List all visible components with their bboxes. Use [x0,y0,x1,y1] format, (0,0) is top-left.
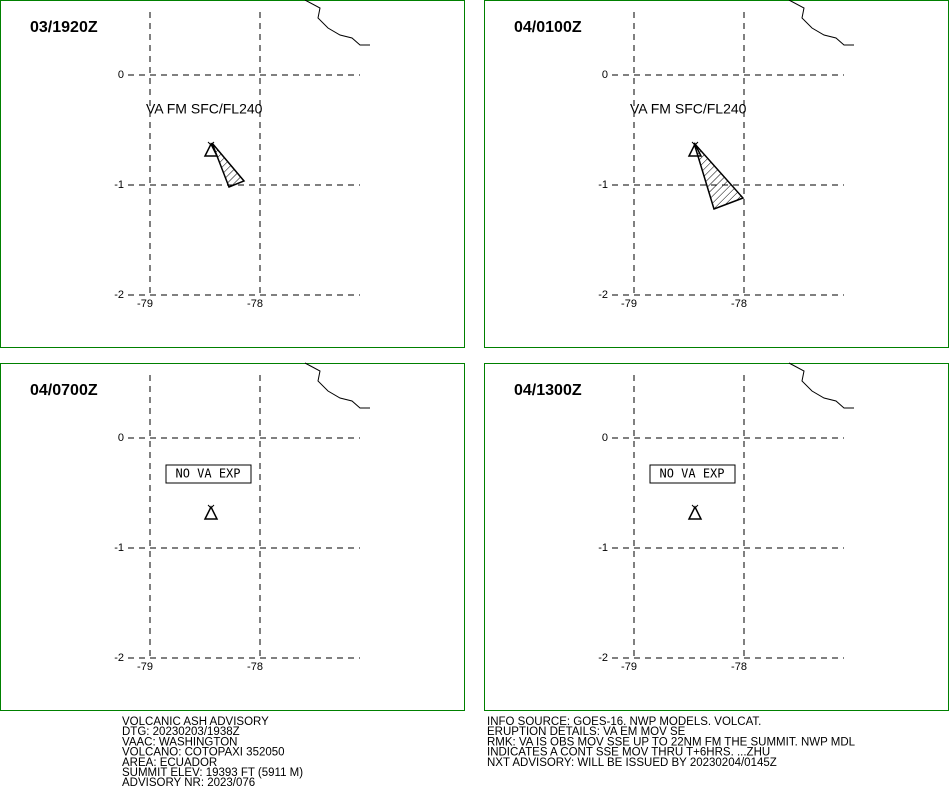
ash-label: VA FM SFC/FL240 [146,101,263,117]
advisory-line: VOLCANO: COTOPAXI 352050 [122,747,285,759]
advisory-line: DTG: 20230203/1938Z [122,726,240,738]
lon-label: -78 [247,298,263,310]
panel-border [484,363,949,711]
coastline [304,0,370,46]
panel-time: 04/1300Z [514,382,582,399]
advisory-line: INDICATES A CONT SSE MOV THRU T+6HRS. ..… [487,747,770,759]
panel-time: 04/0700Z [30,382,98,399]
volcano-plume [207,504,215,509]
volcano-plume [691,504,699,509]
lat-label: -1 [598,179,608,191]
advisory-line: SUMMIT ELEV: 19393 FT (5911 M) [122,767,303,779]
coastline [788,0,854,46]
ash-area [693,142,745,210]
lat-label: -2 [114,652,124,664]
lat-label: -2 [114,289,124,301]
lat-label: 0 [118,432,124,444]
no-ash-label: NO VA EXP [659,467,724,481]
ash-label: VA FM SFC/FL240 [630,101,747,117]
lon-label: -79 [137,661,153,673]
volcano-plume [207,141,215,146]
volcano-symbol [687,142,703,157]
panel-time: 03/1920Z [30,19,98,36]
lon-label: -79 [621,661,637,673]
lon-label: -78 [731,298,747,310]
lat-label: -1 [114,542,124,554]
volcano-symbol [203,142,219,157]
volcano-symbol [687,505,703,520]
lat-label: -2 [598,652,608,664]
coastline [304,362,370,409]
map-panel: 0 -1 -2 -79 -78 04/0100Z VA FM SFC/FL240 [484,0,949,348]
advisory-line: ERUPTION DETAILS: VA EM MOV SE [487,726,686,738]
panel-border [0,363,465,711]
no-ash-label: NO VA EXP [175,467,240,481]
lat-label: -2 [598,289,608,301]
lon-label: -79 [137,298,153,310]
label-box [165,464,252,484]
lat-label: -1 [114,179,124,191]
advisory-line: AREA: ECUADOR [122,757,217,769]
lon-label: -79 [621,298,637,310]
map-panel: 0 -1 -2 -79 -78 04/1300Z NO VA EXP [484,362,949,711]
panel-border [0,0,465,348]
lat-label: 0 [118,69,124,81]
lat-label: 0 [602,69,608,81]
map-panel: 0 -1 -2 -79 -78 03/1920Z VA FM SFC/FL240 [0,0,465,348]
map-panel: 0 -1 -2 -79 -78 04/0700Z NO VA EXP [0,362,465,711]
advisory-line: NXT ADVISORY: WILL BE ISSUED BY 20230204… [487,757,777,769]
panel-border [484,0,949,348]
lat-label: -1 [598,542,608,554]
panel-time: 04/0100Z [514,19,582,36]
advisory-line: RMK: VA IS OBS MOV SSE UP TO 22NM FM THE… [487,736,856,748]
advisory-line: VAAC: WASHINGTON [122,736,237,748]
volcano-symbol [203,505,219,520]
coastline [788,362,854,409]
advisory-line: ADVISORY NR: 2023/076 [122,777,255,789]
advisory-line: INFO SOURCE: GOES-16. NWP MODELS. VOLCAT… [487,716,761,728]
lon-label: -78 [247,661,263,673]
advisory-line: VOLCANIC ASH ADVISORY [122,716,269,728]
lat-label: 0 [602,432,608,444]
label-box [649,464,736,484]
ash-area [211,142,246,188]
lon-label: -78 [731,661,747,673]
volcano-plume [691,141,699,146]
